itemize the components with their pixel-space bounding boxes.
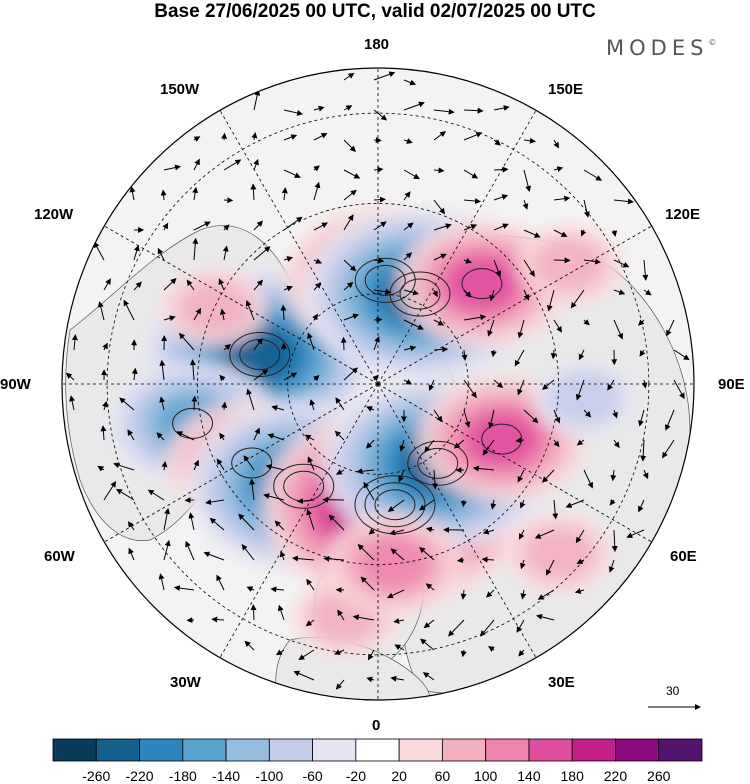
lon-label-150e: 150E	[548, 81, 583, 98]
colorbar-tick-label: 140	[517, 768, 540, 784]
colorbar-swatch	[183, 739, 226, 761]
wind-vector	[458, 560, 464, 561]
lon-label-90w: 90W	[0, 376, 31, 393]
colorbar-swatch	[529, 739, 572, 761]
colorbar-tick-label: -180	[169, 768, 197, 784]
colorbar-swatch	[269, 739, 312, 761]
colorbar-swatch	[572, 739, 615, 761]
colorbar-tick-label: -100	[255, 768, 283, 784]
colorbar-tick-label: 20	[391, 768, 407, 784]
anomaly-blob	[548, 371, 622, 425]
anomaly-blob	[533, 237, 607, 291]
colorbar-swatch	[659, 739, 702, 761]
lon-label-30w: 30W	[170, 674, 201, 691]
lon-label-90e: 90E	[718, 376, 745, 393]
colorbar-swatch	[615, 739, 658, 761]
wind-vector	[374, 199, 385, 200]
lon-label-120w: 120W	[34, 206, 73, 223]
colorbar-tick-label: 60	[435, 768, 451, 784]
lon-label-180: 180	[364, 36, 389, 53]
lon-label-60e: 60E	[670, 548, 697, 565]
colorbar-tick-label: -20	[346, 768, 366, 784]
lon-label-30e: 30E	[548, 674, 575, 691]
colorbar-swatch	[399, 739, 442, 761]
colorbar-swatch	[140, 739, 183, 761]
colorbar-tick-label: 260	[647, 768, 670, 784]
anomaly-blob	[357, 537, 431, 591]
colorbar-tick-label: 100	[474, 768, 497, 784]
anomaly-blob	[523, 526, 597, 580]
wind-vector	[374, 319, 381, 320]
anomaly-blob	[465, 412, 539, 466]
colorbar-swatch	[96, 739, 139, 761]
anomaly-blob	[445, 256, 519, 310]
reference-vector-label: 30	[666, 684, 679, 698]
colorbar-swatch	[486, 739, 529, 761]
colorbar-tick-label: -60	[302, 768, 322, 784]
colorbar-swatch	[313, 739, 356, 761]
colorbar-swatch	[226, 739, 269, 761]
wind-vector	[253, 605, 254, 620]
lon-label-150w: 150W	[160, 81, 199, 98]
colorbar-tick-label: 220	[604, 768, 627, 784]
colorbar	[53, 739, 702, 761]
wind-vector	[343, 338, 344, 350]
colorbar-tick-label: -260	[82, 768, 110, 784]
lon-label-0: 0	[372, 717, 380, 734]
lon-label-60w: 60W	[44, 548, 75, 565]
colorbar-swatch	[442, 739, 485, 761]
colorbar-tick-label: -140	[212, 768, 240, 784]
map-disk	[62, 68, 694, 720]
anomaly-blob	[178, 280, 252, 334]
colorbar-tick-label: -220	[126, 768, 154, 784]
lon-label-120e: 120E	[665, 206, 700, 223]
colorbar-tick-label: 180	[561, 768, 584, 784]
wind-vector	[194, 397, 195, 410]
wind-vector	[494, 169, 508, 170]
wind-vector	[224, 134, 225, 140]
colorbar-swatch	[53, 739, 96, 761]
colorbar-swatch	[356, 739, 399, 761]
